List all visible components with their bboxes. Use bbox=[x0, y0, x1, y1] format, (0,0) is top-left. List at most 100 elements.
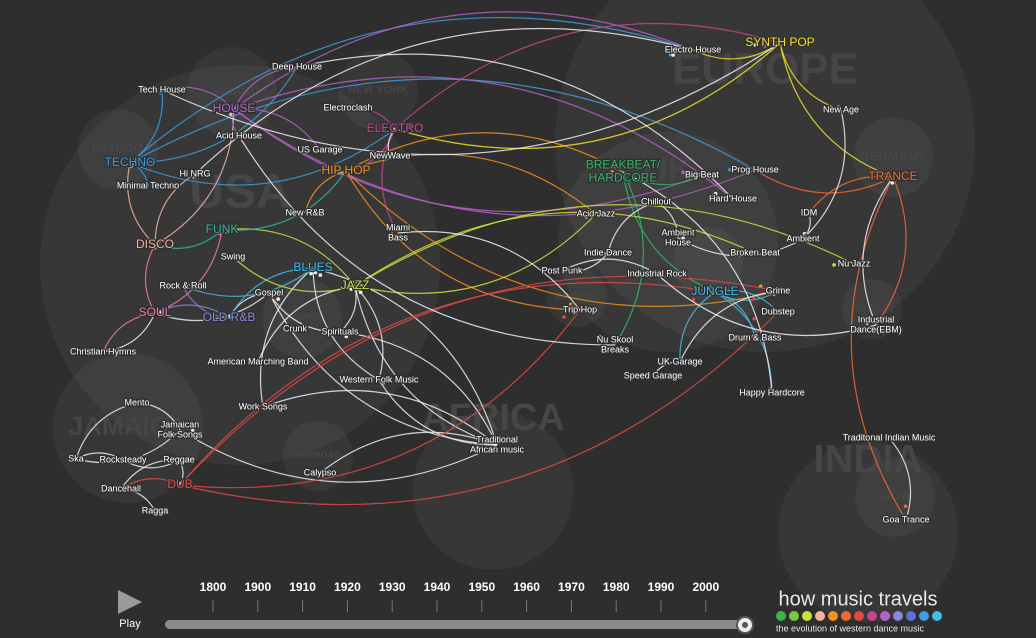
genre[interactable]: Hi NRG bbox=[178, 167, 212, 180]
region-label: NEW YORK bbox=[348, 84, 408, 96]
influence-link bbox=[120, 459, 180, 490]
year-label[interactable]: 1900 bbox=[244, 580, 271, 594]
genre-major[interactable]: HIP HOP bbox=[320, 162, 372, 179]
slider-track[interactable] bbox=[165, 620, 747, 629]
year-label[interactable]: 1800 bbox=[200, 580, 227, 594]
genre[interactable]: Deep House bbox=[271, 60, 324, 73]
link-end bbox=[802, 232, 807, 236]
genre-major[interactable]: OLD R&B bbox=[201, 309, 256, 326]
genre[interactable]: House bbox=[664, 236, 693, 249]
influence-link bbox=[221, 170, 347, 231]
genre[interactable]: Dubstep bbox=[760, 305, 796, 318]
genre-major[interactable]: TECHNO bbox=[103, 154, 156, 171]
genre[interactable]: Ambient bbox=[660, 226, 696, 239]
genre-major[interactable]: SOUL bbox=[137, 304, 173, 321]
link-end bbox=[903, 504, 908, 509]
genre-major[interactable]: TRANCE bbox=[867, 168, 919, 185]
genre[interactable]: Reggae bbox=[162, 453, 196, 466]
genre[interactable]: Rock & Roll bbox=[158, 279, 208, 292]
genre[interactable]: Minimal Techno bbox=[116, 179, 181, 192]
genre[interactable]: Mento bbox=[123, 396, 151, 409]
genre[interactable]: African music bbox=[469, 443, 526, 456]
genre-major[interactable]: FUNK bbox=[204, 221, 239, 238]
genre[interactable]: Bass bbox=[387, 231, 410, 244]
genre[interactable]: Grime bbox=[765, 284, 792, 297]
year-label[interactable]: 1960 bbox=[513, 580, 540, 594]
genre[interactable]: Goa Trance bbox=[881, 513, 931, 526]
genre[interactable]: Crunk bbox=[282, 322, 309, 335]
genre[interactable]: Work Songs bbox=[237, 400, 289, 413]
genre-major[interactable]: ELECTRO bbox=[365, 120, 424, 137]
play-label[interactable]: Play bbox=[119, 618, 141, 630]
genre[interactable]: Speed Garage bbox=[622, 369, 683, 382]
year-label[interactable]: 1930 bbox=[379, 580, 406, 594]
genre[interactable]: Indie Dance bbox=[583, 246, 634, 259]
genre-major[interactable]: BREAKBEAT/ bbox=[585, 156, 663, 173]
genre[interactable]: Calypso bbox=[302, 466, 337, 479]
year-label[interactable]: 1980 bbox=[603, 580, 630, 594]
year-label[interactable]: 2000 bbox=[692, 580, 719, 594]
genre[interactable]: Ambient bbox=[785, 232, 821, 245]
genre[interactable]: Industrial bbox=[856, 313, 895, 326]
year-label[interactable]: 1920 bbox=[334, 580, 361, 594]
genre[interactable]: Hard House bbox=[708, 192, 759, 205]
genre[interactable]: Traditional bbox=[475, 433, 519, 446]
genre[interactable]: Acid Jazz bbox=[575, 207, 617, 220]
genre-major[interactable]: DISCO bbox=[135, 236, 176, 253]
genre[interactable]: Traditonal Indian Music bbox=[841, 431, 937, 444]
genre[interactable]: Post Punk bbox=[540, 264, 584, 277]
logo-dot bbox=[919, 611, 929, 621]
genre[interactable]: New Age bbox=[822, 103, 861, 116]
genre[interactable]: Folk Songs bbox=[156, 428, 204, 441]
genre[interactable]: Breaks bbox=[600, 343, 631, 356]
genre[interactable]: Prog House bbox=[730, 163, 780, 176]
genre[interactable]: New R&B bbox=[284, 206, 326, 219]
genre[interactable]: Christian Hymns bbox=[69, 345, 138, 358]
genre-major[interactable]: JAZZ bbox=[339, 277, 370, 294]
genre[interactable]: Dancehall bbox=[100, 482, 143, 495]
influence-link bbox=[161, 42, 781, 156]
genre[interactable]: UK Garage bbox=[656, 355, 704, 368]
genre-major[interactable]: JUNGLE bbox=[690, 283, 740, 300]
genre[interactable]: Electro House bbox=[663, 43, 722, 56]
genre-major[interactable]: HARDCORE bbox=[587, 169, 658, 186]
genre[interactable]: Nu Skool bbox=[595, 333, 634, 346]
genre[interactable]: Ska bbox=[67, 452, 85, 465]
genre[interactable]: Ragga bbox=[140, 504, 169, 517]
genre-major[interactable]: HOUSE bbox=[211, 100, 256, 117]
genre[interactable]: Tech House bbox=[137, 83, 187, 96]
year-label[interactable]: 1940 bbox=[424, 580, 451, 594]
genre[interactable]: Industrial Rock bbox=[626, 267, 689, 280]
genre-major[interactable]: DUB bbox=[166, 476, 194, 493]
genre-major[interactable]: SYNTH POP bbox=[744, 34, 816, 51]
genre[interactable]: Spirituals bbox=[320, 325, 360, 338]
genre[interactable]: Miami bbox=[385, 221, 412, 234]
region-label: BRISTOL bbox=[555, 292, 599, 303]
genre[interactable]: IDM bbox=[800, 206, 819, 219]
genre[interactable]: Jamaican bbox=[159, 418, 200, 431]
genre[interactable]: Electroclash bbox=[322, 101, 374, 114]
genre-major[interactable]: BLUES bbox=[292, 259, 334, 276]
genre[interactable]: Acid House bbox=[215, 129, 264, 142]
genre[interactable]: Gospel bbox=[253, 286, 284, 299]
genre[interactable]: Rocksteady bbox=[98, 453, 148, 466]
genre[interactable]: Swing bbox=[219, 250, 246, 263]
genre[interactable]: Dance(EBM) bbox=[849, 323, 903, 336]
link-end bbox=[627, 179, 631, 183]
play-button[interactable] bbox=[118, 590, 142, 614]
genre[interactable]: NewWave bbox=[368, 149, 411, 162]
year-label[interactable]: 1910 bbox=[289, 580, 316, 594]
genre[interactable]: Broken Beat bbox=[729, 246, 782, 259]
year-label[interactable]: 1970 bbox=[558, 580, 585, 594]
genre[interactable]: Happy Hardcore bbox=[738, 386, 806, 399]
genre[interactable]: American Marching Band bbox=[206, 355, 310, 368]
genre[interactable]: Trip Hop bbox=[562, 303, 599, 316]
genre[interactable]: Big Beat bbox=[684, 168, 721, 181]
year-label[interactable]: 1950 bbox=[468, 580, 495, 594]
genre[interactable]: Nu Jazz bbox=[836, 257, 872, 270]
genre[interactable]: Western Folk Music bbox=[338, 373, 420, 386]
genre[interactable]: Drum & Bass bbox=[727, 331, 783, 344]
genre[interactable]: Chillout bbox=[640, 195, 673, 208]
year-label[interactable]: 1990 bbox=[648, 580, 675, 594]
genre[interactable]: US Garage bbox=[296, 143, 344, 156]
